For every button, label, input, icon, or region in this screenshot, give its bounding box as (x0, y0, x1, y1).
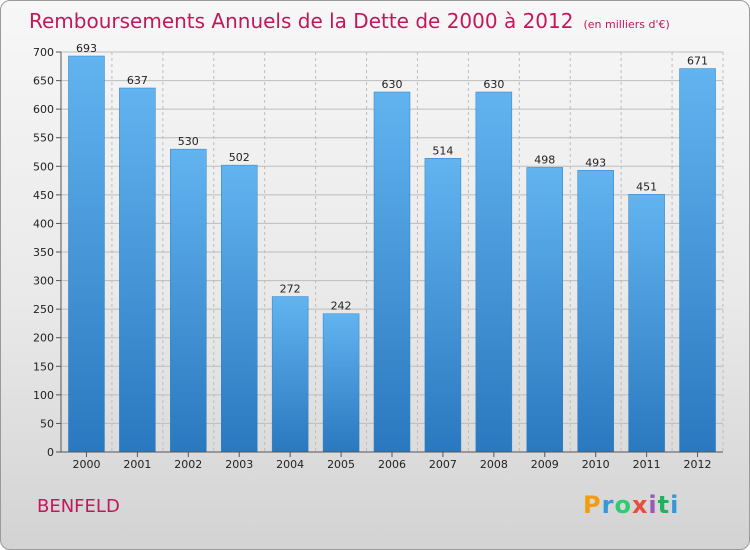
bar (679, 68, 716, 453)
bar (322, 313, 360, 453)
y-tick-label: 300 (33, 275, 54, 288)
y-tick-label: 0 (47, 446, 54, 459)
bar (119, 87, 156, 453)
y-tick-label: 550 (33, 132, 54, 145)
y-tick-label: 700 (33, 46, 54, 59)
axes: 0 50 100 150 200 250 300 350 400 450 500 550 600 650 7… (33, 46, 723, 471)
logo-letter: i (648, 491, 658, 519)
bar (424, 158, 462, 453)
bar (373, 91, 411, 453)
bar (220, 164, 258, 453)
x-tick-label: 2012 (684, 458, 712, 471)
logo-letter: t (657, 491, 671, 519)
x-tick-label: 2004 (276, 458, 304, 471)
x-tick-label: 2005 (327, 458, 355, 471)
chart-title: Remboursements Annuels de la Dette de 20… (29, 9, 670, 33)
bar (526, 167, 564, 453)
proxiti-logo: Proxiti (583, 491, 679, 519)
commune-name: BENFELD (37, 496, 120, 517)
y-tick-label: 400 (33, 217, 54, 230)
bar-value-label: 493 (585, 156, 606, 169)
x-tick-label: 2001 (123, 458, 151, 471)
x-tick-label: 2002 (174, 458, 202, 471)
logo-letter: x (631, 491, 649, 519)
bar-value-label: 630 (483, 78, 504, 91)
x-tick-label: 2008 (480, 458, 508, 471)
y-tick-label: 150 (33, 360, 54, 373)
y-tick-label: 50 (40, 417, 54, 430)
x-tick-label: 2000 (72, 458, 100, 471)
chart-title-main: Remboursements Annuels de la Dette de 20… (29, 9, 574, 33)
x-tick-label: 2011 (633, 458, 661, 471)
bar-value-label: 693 (76, 42, 97, 55)
bar-series: 693 637 530 502 272 242 630 514 630 498 493 451 671 (68, 42, 716, 453)
y-tick-label: 500 (33, 160, 54, 173)
bar-value-label: 530 (178, 135, 199, 148)
bar (577, 170, 614, 453)
bar-value-label: 498 (534, 153, 555, 166)
bar-value-label: 272 (280, 283, 301, 296)
bar (68, 55, 105, 453)
x-tick-label: 2007 (429, 458, 457, 471)
x-tick-label: 2009 (531, 458, 559, 471)
bar-value-label: 502 (229, 151, 250, 164)
y-tick-label: 650 (33, 75, 54, 88)
y-tick-label: 200 (33, 332, 54, 345)
bar-value-label: 637 (127, 74, 148, 87)
y-tick-label: 350 (33, 246, 54, 259)
x-tick-label: 2010 (582, 458, 610, 471)
bar (475, 91, 513, 453)
bar-value-label: 514 (432, 144, 453, 157)
y-tick-label: 100 (33, 389, 54, 402)
bar-value-label: 242 (331, 300, 352, 313)
chart-title-unit: (en milliers d'€) (583, 18, 670, 31)
bar-value-label: 451 (636, 180, 657, 193)
logo-letter: i (670, 491, 680, 519)
x-tick-label: 2003 (225, 458, 253, 471)
bar-value-label: 671 (687, 55, 708, 68)
bar (628, 194, 665, 453)
bar-value-label: 630 (382, 78, 403, 91)
bar (271, 296, 309, 453)
x-tick-label: 2006 (378, 458, 406, 471)
logo-letter: r (601, 491, 615, 519)
y-tick-label: 250 (33, 303, 54, 316)
y-tick-label: 450 (33, 189, 54, 202)
logo-letter: P (583, 491, 602, 519)
logo-letter: o (614, 491, 632, 519)
y-tick-label: 600 (33, 103, 54, 116)
bar (170, 148, 207, 453)
